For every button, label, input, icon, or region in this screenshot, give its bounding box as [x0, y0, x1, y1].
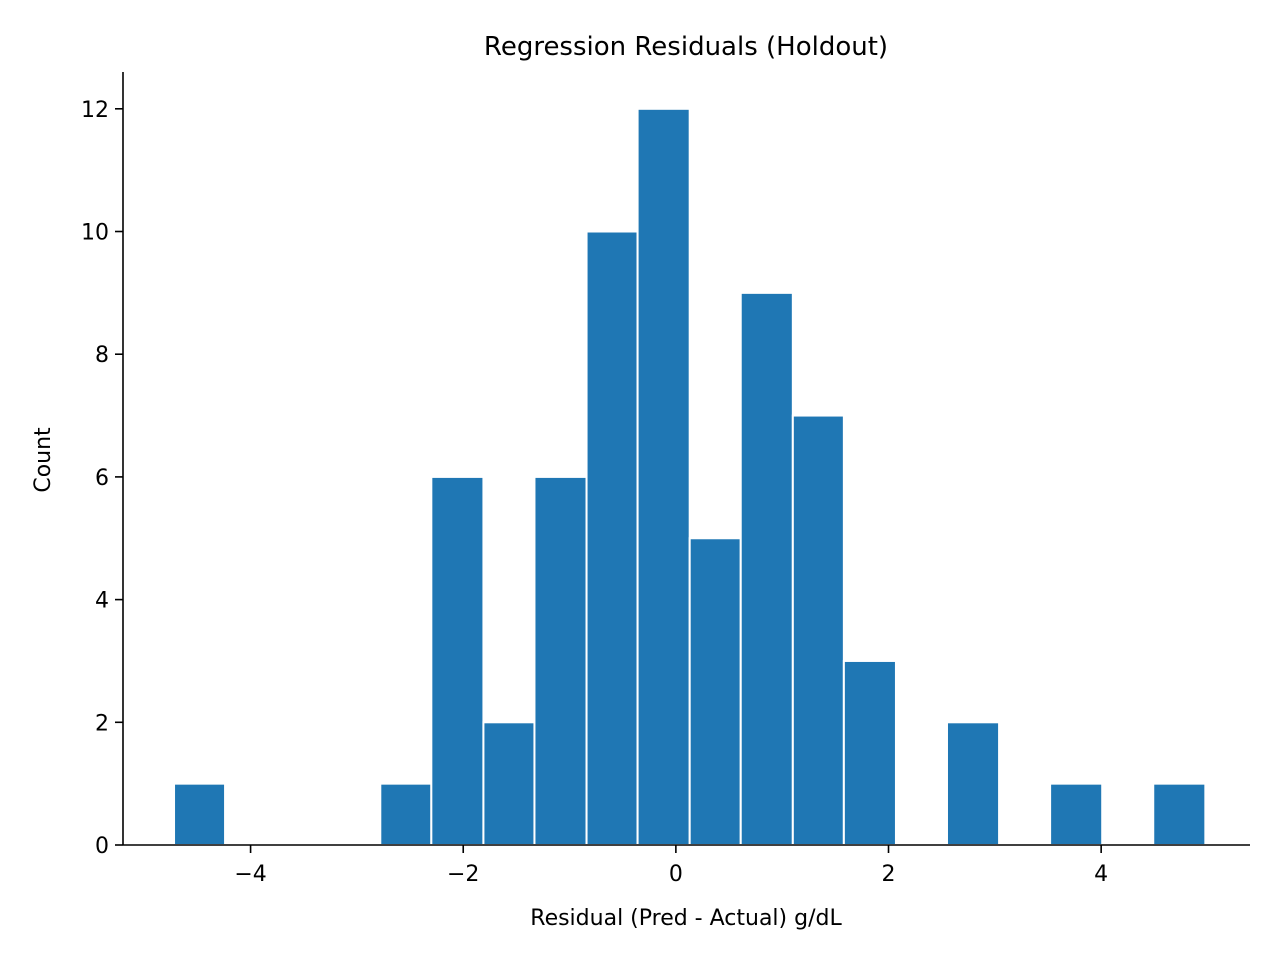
- x-tick-label-4: 4: [1094, 862, 1108, 887]
- histogram-bar-11: [945, 721, 1001, 846]
- histogram-bar-13: [1152, 782, 1207, 847]
- x-axis-title: Residual (Pred - Actual) g/dL: [530, 906, 842, 931]
- histogram-bar-1: [379, 782, 433, 847]
- y-tick-label-5: 10: [81, 221, 109, 246]
- x-tick-label-2: 0: [669, 862, 683, 887]
- y-tick-label-1: 2: [95, 711, 109, 736]
- y-axis-title: Count: [31, 427, 56, 493]
- chart-title: Regression Residuals (Holdout): [484, 32, 888, 62]
- histogram-bar-12: [1049, 782, 1104, 847]
- bars-layer: [173, 107, 1207, 847]
- histogram-bar-8: [739, 291, 794, 847]
- x-tick-label-3: 2: [882, 862, 896, 887]
- histogram-bar-10: [842, 659, 897, 847]
- histogram-bar-9: [791, 414, 845, 846]
- y-tick-label-3: 6: [95, 466, 109, 491]
- histogram-bar-4: [533, 475, 588, 846]
- x-tick-label-1: −2: [447, 862, 479, 887]
- histogram-bar-5: [585, 230, 639, 846]
- histogram-bar-3: [482, 721, 536, 846]
- x-tick-label-0: −4: [234, 862, 266, 887]
- x-axis-ticks: −4 −2 0 2 4: [234, 845, 1108, 887]
- histogram-bar-6: [636, 107, 691, 847]
- y-tick-label-6: 12: [81, 98, 109, 123]
- histogram-bar-0: [173, 782, 227, 847]
- histogram-bar-2: [430, 475, 485, 846]
- y-tick-label-2: 4: [95, 589, 109, 614]
- y-tick-label-0: 0: [95, 834, 109, 859]
- y-tick-label-4: 8: [95, 343, 109, 368]
- histogram-bar-7: [688, 537, 742, 846]
- y-axis-ticks: 0 2 4 6 8 10 12: [81, 98, 123, 859]
